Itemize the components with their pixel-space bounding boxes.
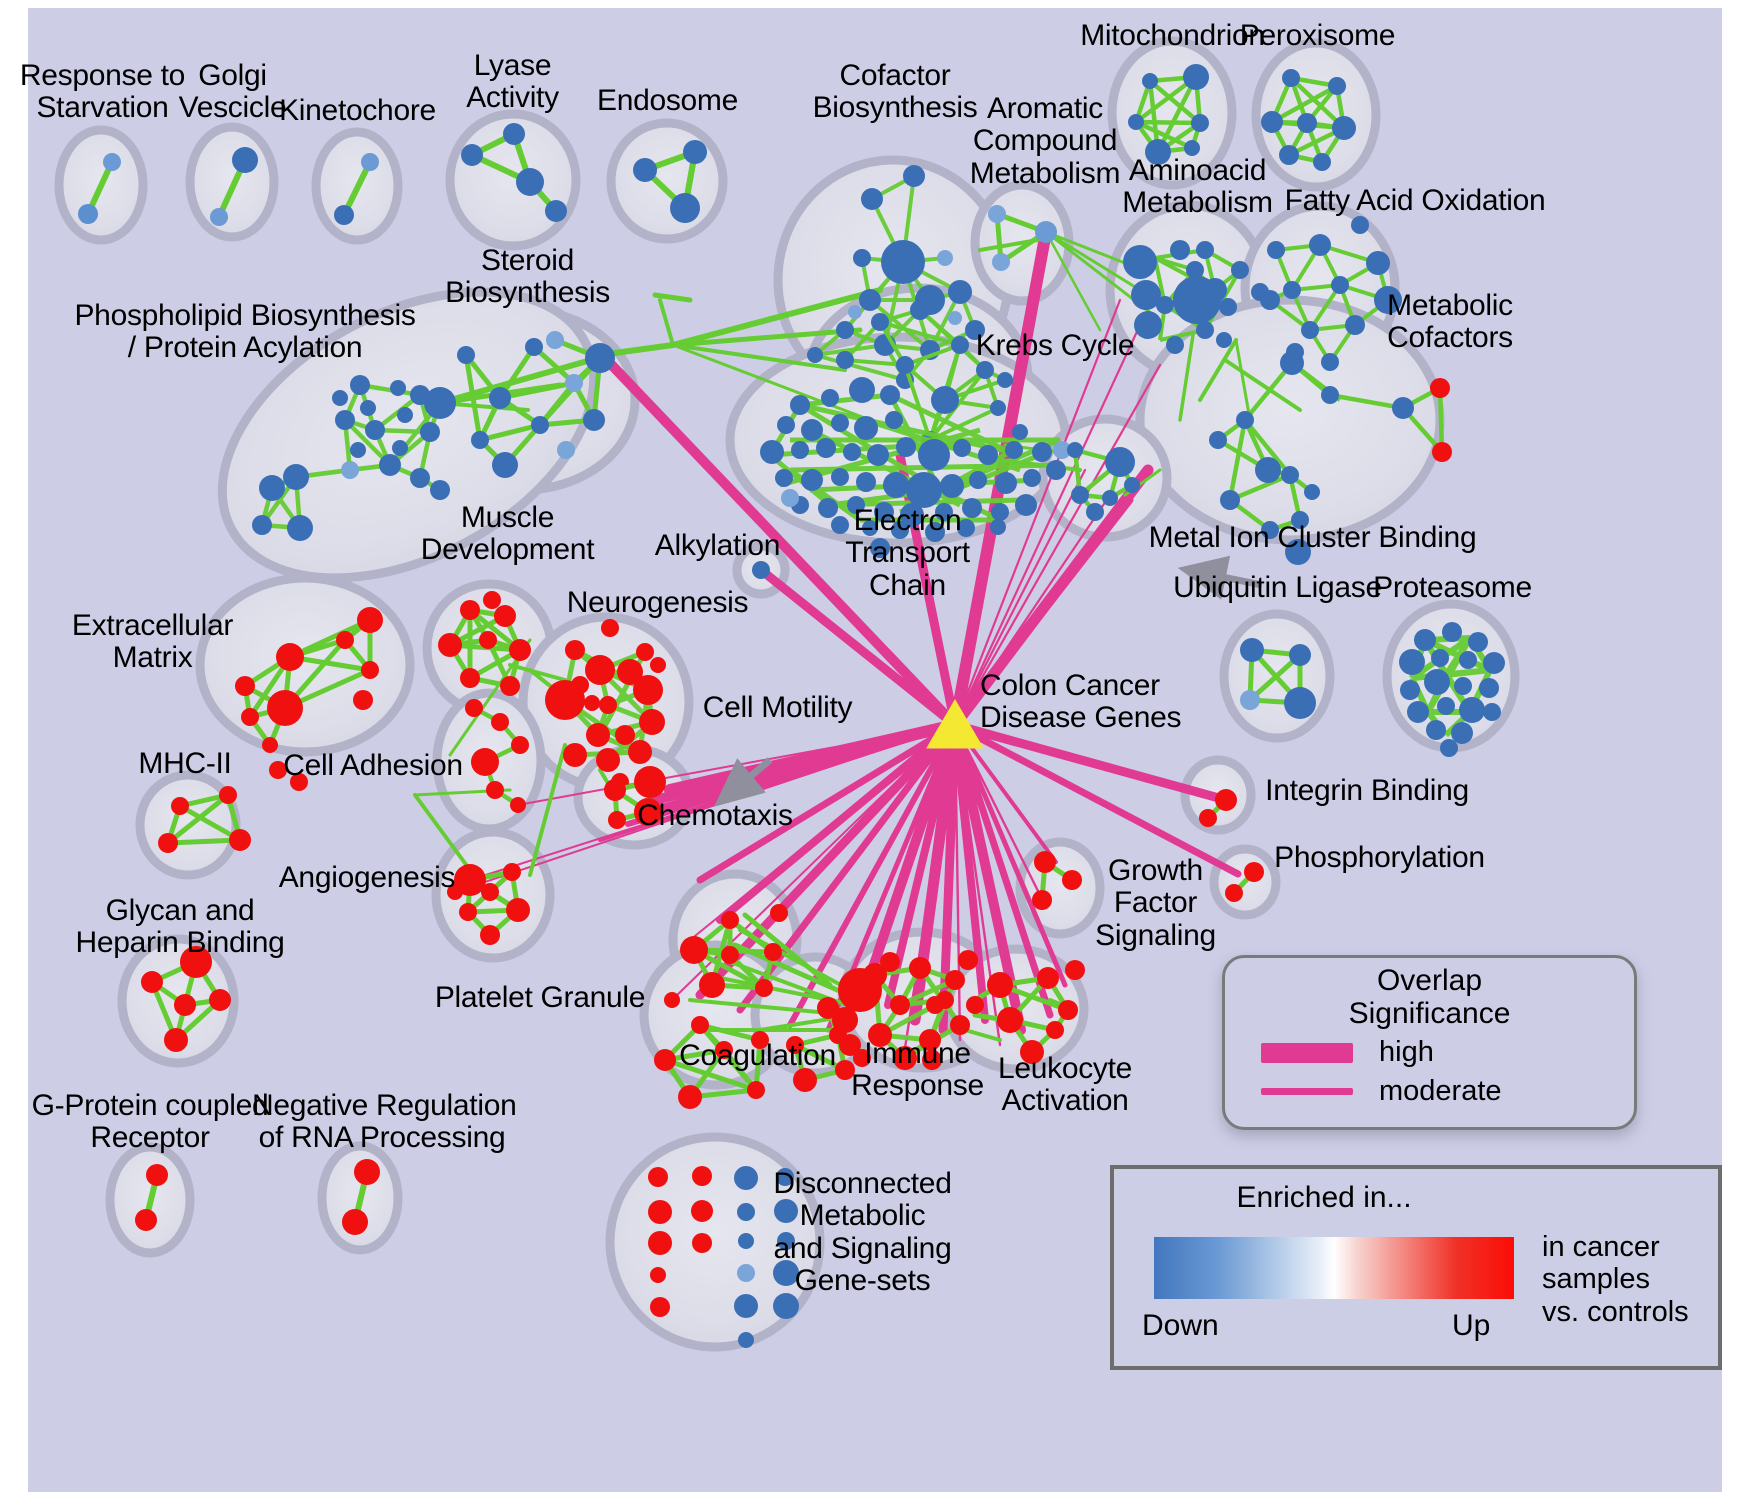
cluster-nodes-fatty-acid-oxidation [1260, 216, 1402, 371]
legend-side-note: in cancer samples vs. controls [1542, 1231, 1689, 1328]
cluster-nodes-glycan-heparin [141, 946, 231, 1052]
cluster-nodes-angiogenesis [447, 863, 530, 945]
cluster-nodes-neurogenesis [545, 619, 666, 791]
cluster-halo-endosome [606, 118, 728, 244]
legend-overlap-significance: Overlap Significance high moderate [1222, 955, 1637, 1130]
cluster-nodes-leukocyte-activation [987, 960, 1085, 1064]
overlap-edge-moderate [903, 723, 957, 1050]
cluster-nodes-integrin-binding [1199, 789, 1237, 827]
cluster-nodes-proteasome [1399, 622, 1505, 757]
overlap-edge-moderate [953, 363, 1162, 727]
legend-enriched-title: Enriched in... [1236, 1181, 1412, 1214]
cluster-nodes-peroxisome [1261, 69, 1356, 171]
cluster-nodes-coagulation [786, 997, 855, 1092]
overlap-edge-high [600, 353, 960, 730]
legend-swatch-moderate [1261, 1088, 1353, 1095]
cluster-nodes-neg-reg-rna [342, 1159, 380, 1235]
cluster-nodes-endosome [633, 140, 707, 223]
legend-overlap-row-moderate: moderate [1225, 1075, 1634, 1108]
overlap-edge-high [951, 721, 989, 1024]
cluster-halo-disconnected-genesets [605, 1132, 825, 1352]
legend-swatch-high [1261, 1042, 1353, 1063]
overlap-edge-moderate [689, 724, 956, 941]
cluster-nodes-growth-factor-signaling [1032, 851, 1082, 910]
cluster-nodes-gpcr [135, 1164, 168, 1231]
overlap-edge-high [857, 720, 960, 1005]
overlap-edge-high [951, 496, 1134, 729]
overlap-edge-moderate [953, 323, 1142, 727]
overlap-edge-high [756, 565, 960, 730]
cluster-halo-mitochondrion [1107, 36, 1237, 190]
overlap-edge-moderate [953, 298, 1122, 727]
similarity-edges-intercluster [413, 230, 1302, 1042]
cluster-nodes-aminoacid-metabolism [1123, 240, 1269, 354]
overlap-edge-moderate [953, 468, 1087, 727]
cluster-nodes-mitochondrion [1128, 64, 1209, 165]
cluster-nodes-electron-transport-chain [760, 377, 1071, 558]
legend-label-up: Up [1452, 1309, 1491, 1342]
cluster-halo-extracellular-matrix [195, 573, 415, 757]
metal-ion-arrow [1177, 555, 1263, 600]
cluster-nodes-response-to-starvation [78, 153, 121, 224]
legend-label-down: Down [1142, 1309, 1219, 1342]
cluster-nodes-lyase-activity [461, 123, 567, 222]
overlap-edge-high [951, 721, 1054, 1019]
cluster-nodes-phosphorylation [1225, 862, 1264, 902]
cluster-nodes-metal-ion-cluster-binding [1067, 442, 1140, 521]
legend-color-gradient [1154, 1237, 1514, 1299]
cluster-nodes-cell-adhesion [465, 699, 529, 813]
legend-enriched-in: Enriched in... Down Up in cancer samples… [1110, 1165, 1722, 1370]
legend-overlap-row-high: high [1225, 1036, 1634, 1069]
cluster-nodes-krebs-cycle [836, 300, 1013, 449]
cluster-nodes-cofactor-biosynthesis [807, 165, 985, 389]
cell-motility-arrow [713, 757, 773, 807]
overlap-edge-high [951, 721, 1242, 878]
legend-label-high: high [1379, 1036, 1434, 1068]
cluster-halo-growth-factor-signaling [1015, 837, 1105, 939]
overlap-edge-moderate [953, 493, 1112, 727]
cluster-nodes-immune-response [832, 950, 984, 1070]
cluster-nodes-chemotaxis [680, 904, 788, 998]
hub-node-colon-cancer-disease-genes[interactable] [926, 699, 984, 749]
cluster-nodes-aromatic-compound [988, 205, 1057, 271]
overlap-edge-moderate [454, 724, 956, 893]
cluster-nodes-cell-motility [604, 766, 666, 829]
overlap-edge-high [696, 721, 959, 884]
cluster-nodes-golgi-vescicle [210, 147, 258, 226]
cluster-nodes-metabolic-cofactors [1209, 351, 1452, 565]
cluster-nodes-extracellular-matrix [235, 607, 383, 791]
cluster-nodes-disconnected-genesets [648, 1166, 799, 1348]
overlap-edge-moderate [953, 723, 1047, 907]
overlap-edge-moderate [469, 724, 956, 881]
cluster-nodes-mhc-ii [158, 786, 251, 853]
overlap-edge-high [950, 720, 1231, 805]
cluster-nodes-ubiquitin-ligase [1240, 638, 1316, 719]
cluster-halo-phospholipid-biosynthesis [217, 287, 599, 583]
cluster-nodes-phospholipid-biosynthesis [252, 375, 456, 541]
cluster-nodes-kinetochore [334, 153, 379, 225]
cluster-nodes-muscle-development [438, 591, 531, 696]
cluster-nodes-alkylation [752, 561, 770, 579]
legend-overlap-title: Overlap Significance [1348, 964, 1511, 1030]
legend-label-moderate: moderate [1379, 1075, 1502, 1107]
cluster-nodes-steroid-biosynthesis [457, 331, 615, 478]
overlap-edge-high [952, 722, 1068, 988]
cluster-nodes-platelet-granule [654, 992, 769, 1109]
